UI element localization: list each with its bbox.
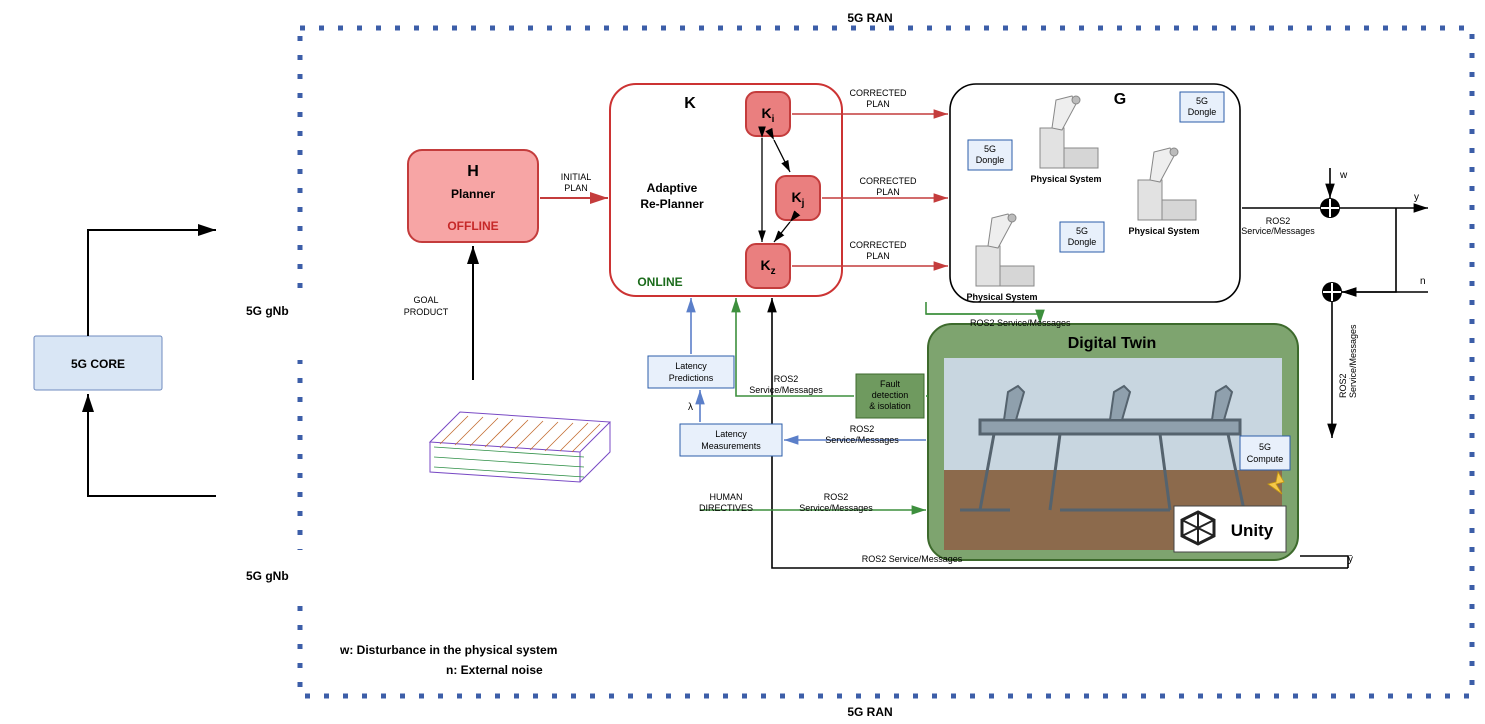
planner-subtitle: Planner [451, 187, 495, 201]
physical-system-3: Physical System [966, 214, 1037, 302]
initial-plan-1: INITIAL [561, 172, 592, 182]
core-arrow-out [88, 230, 216, 336]
planner-status: OFFLINE [447, 219, 498, 233]
human-2: DIRECTIVES [699, 503, 753, 513]
latmeas-1: Latency [715, 429, 747, 439]
physical-system-1: Physical System [1030, 96, 1101, 184]
svg-text:Physical System: Physical System [1030, 174, 1101, 184]
legend-n: n: External noise [446, 663, 543, 677]
ran-gap-top [296, 300, 306, 360]
physical-system-2: Physical System [1128, 148, 1199, 236]
ros2-fa-1: ROS2 [774, 374, 799, 384]
gnb-bottom-label: 5G gNb [246, 569, 289, 583]
core-arrow-in [88, 394, 216, 496]
ros2-hd-1: ROS2 [824, 492, 849, 502]
svg-text:5G: 5G [1196, 96, 1208, 106]
svg-text:5G: 5G [1076, 226, 1088, 236]
k-sub-2: Re-Planner [640, 197, 704, 211]
svg-text:Dongle: Dongle [1068, 237, 1097, 247]
svg-text:Dongle: Dongle [1188, 107, 1217, 117]
unity-badge: Unity [1174, 506, 1286, 552]
g-title: G [1114, 91, 1126, 108]
k-node-ki: Ki [746, 92, 790, 136]
y-label: y [1414, 192, 1419, 203]
ros2-lm-1: ROS2 [850, 424, 875, 434]
goal-label-2: PRODUCT [404, 307, 449, 317]
goal-label-1: GOAL [413, 295, 438, 305]
ros2-hd-2: Service/Messages [799, 503, 873, 513]
ros2-dt-in-2: Service/Messages [1348, 324, 1358, 398]
corr-lbl-3b: PLAN [866, 251, 890, 261]
latpred-2: Predictions [669, 373, 714, 383]
svg-text:Dongle: Dongle [976, 155, 1005, 165]
corr-lbl-3a: CORRECTED [849, 240, 907, 250]
dongle-1: 5GDongle [968, 140, 1012, 170]
svg-text:Physical System: Physical System [1128, 226, 1199, 236]
ros2-y-2: Service/Messages [1241, 226, 1315, 236]
y-to-sum-n [1342, 208, 1396, 292]
initial-plan-2: PLAN [564, 183, 588, 193]
ros2-y-1: ROS2 [1266, 216, 1291, 226]
human-1: HUMAN [710, 492, 743, 502]
k-node-kj: Kj [776, 176, 820, 220]
gnb-top-label: 5G gNb [246, 304, 289, 318]
corr-lbl-1b: PLAN [866, 99, 890, 109]
latpred-1: Latency [675, 361, 707, 371]
corr-lbl-1a: CORRECTED [849, 88, 907, 98]
goal-product-icon [430, 412, 610, 482]
ran-top-label: 5G RAN [847, 11, 892, 25]
g-down-stub [926, 302, 980, 314]
dongle-2: 5GDongle [1180, 92, 1224, 122]
ros2-ybar: ROS2 Service/Messages [862, 554, 963, 564]
ran-bottom-label: 5G RAN [847, 705, 892, 719]
fault-3: & isolation [869, 401, 911, 411]
n-label: n [1420, 276, 1426, 287]
w-label: w [1339, 170, 1348, 181]
ros2-fa-2: Service/Messages [749, 385, 823, 395]
svg-text:Unity: Unity [1231, 521, 1274, 540]
lambda-label: λ [688, 402, 693, 413]
svg-text:5G: 5G [984, 144, 996, 154]
fault-2: detection [872, 390, 909, 400]
ros2-gdt: ROS2 Service/Messages [970, 318, 1071, 328]
fault-1: Fault [880, 379, 901, 389]
k-status: ONLINE [637, 275, 682, 289]
svg-text:Physical System: Physical System [966, 292, 1037, 302]
svg-text:5G: 5G [1259, 442, 1271, 452]
k-sub-1: Adaptive [647, 181, 698, 195]
planner-title: H [467, 163, 479, 180]
k-title: K [684, 95, 696, 112]
dt-out-right [1300, 556, 1348, 568]
ros2-dt-in-1: ROS2 [1338, 373, 1348, 398]
svg-text:Compute: Compute [1247, 454, 1284, 464]
dongle-3: 5GDongle [1060, 222, 1104, 252]
ros2-lm-2: Service/Messages [825, 435, 899, 445]
ybar-label: ȳ [1348, 554, 1353, 565]
k-node-kz: Kz [746, 244, 790, 288]
corr-lbl-2b: PLAN [876, 187, 900, 197]
latmeas-2: Measurements [701, 441, 761, 451]
legend-w: w: Disturbance in the physical system [339, 643, 557, 657]
ran-gap-bottom [296, 550, 306, 600]
core-label: 5G CORE [71, 357, 125, 371]
digital-twin-title: Digital Twin [1068, 335, 1157, 352]
corr-lbl-2a: CORRECTED [859, 176, 917, 186]
